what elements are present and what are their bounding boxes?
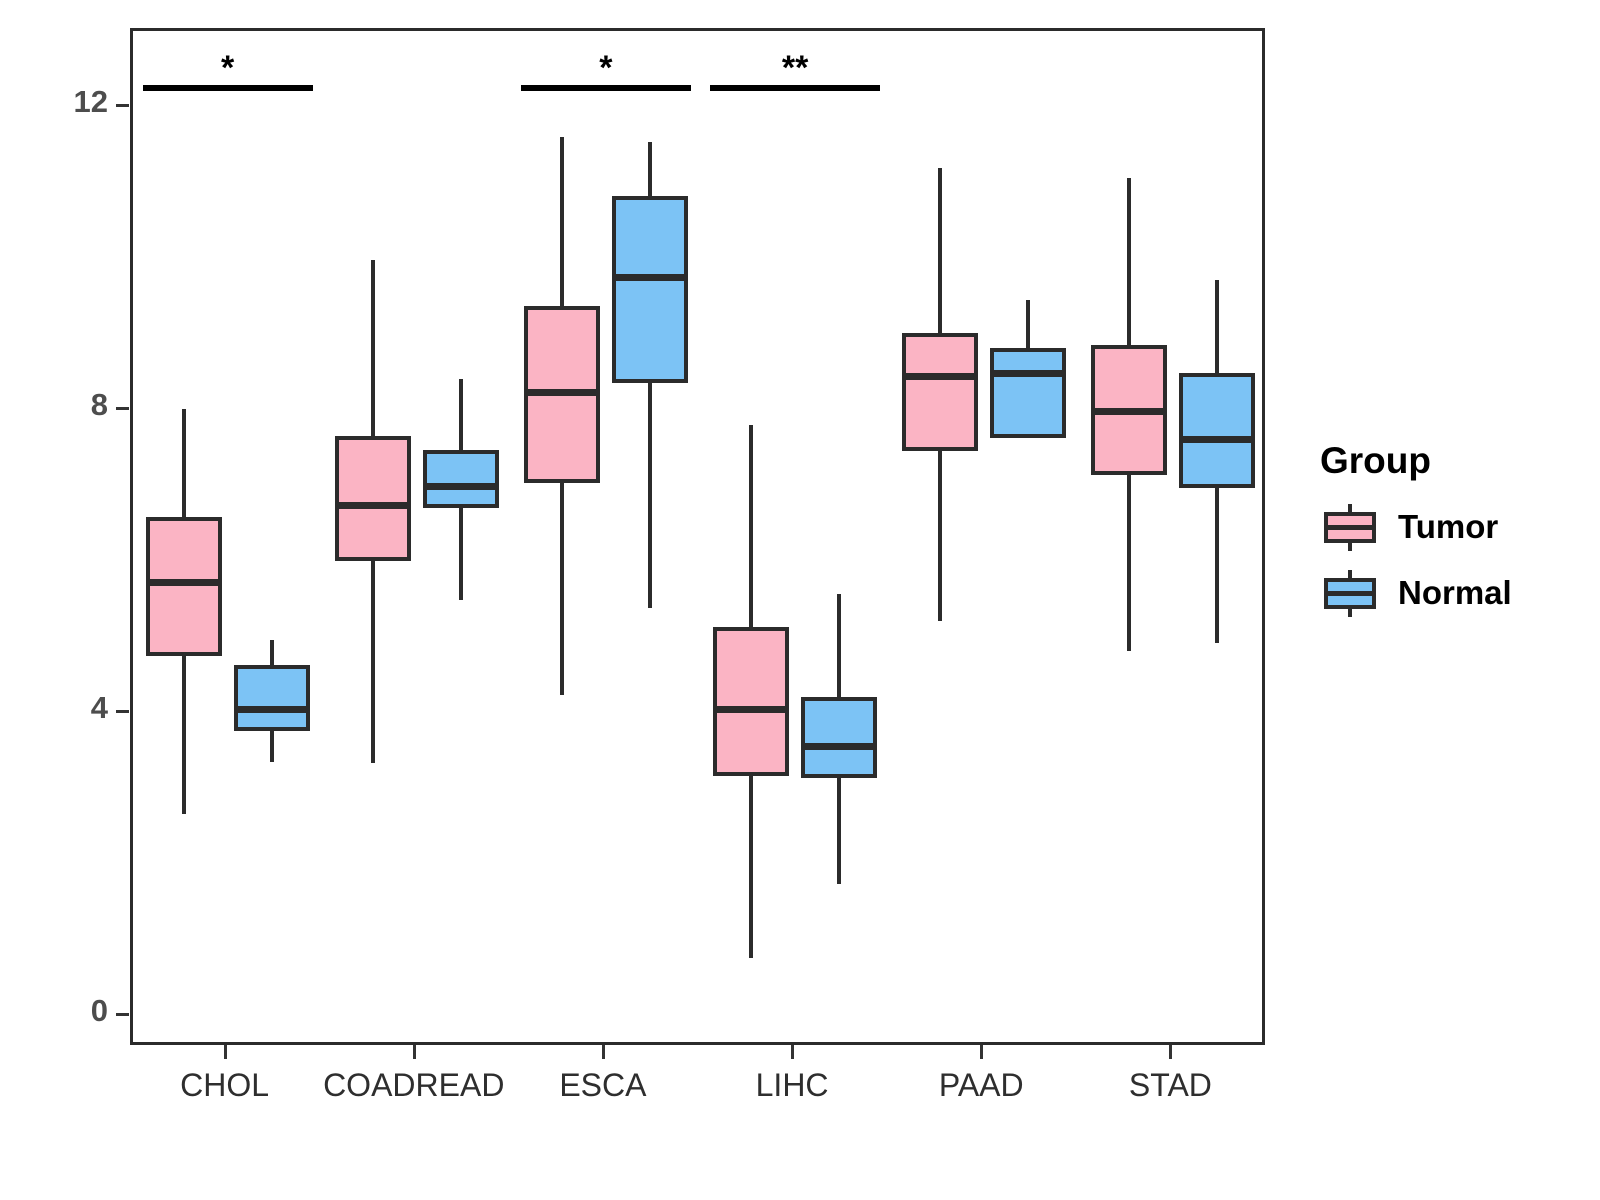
box-chol-tumor[interactable] [133,31,1262,1042]
box-rect [713,626,790,777]
legend-title: Group [1320,440,1431,481]
x-tick-mark [980,1045,984,1059]
legend-whisker-bottom-icon [1348,542,1352,551]
box-rect [334,435,411,561]
median-line [713,705,790,713]
significance-star-esca: * [599,49,613,88]
box-chol-normal[interactable] [133,31,1262,1042]
median-line [422,483,499,491]
box-coadread-tumor[interactable] [133,31,1262,1042]
box-lihc-tumor[interactable] [133,31,1262,1042]
box-rect [611,195,688,383]
y-tick-label: 8 [90,387,108,422]
legend: Group Tumor Normal [1318,440,1588,636]
legend-whisker-bottom-icon [1348,608,1352,617]
box-rect [1179,373,1256,489]
x-tick-mark [791,1045,795,1059]
box-coadread-normal[interactable] [133,31,1262,1042]
x-tick-label-esca: ESCA [559,1067,647,1103]
x-tick-mark [223,1045,227,1059]
legend-item-tumor[interactable]: Tumor [1318,504,1588,551]
legend-key-normal [1320,570,1380,617]
y-tick-mark [116,407,129,410]
significance-bar-esca [520,85,691,92]
x-tick-mark [1169,1045,1173,1059]
median-line [801,743,878,751]
legend-whisker-top-icon [1348,570,1352,579]
median-line [334,502,411,510]
median-line [1091,407,1168,415]
median-line [523,389,600,397]
legend-median-icon [1324,591,1376,596]
x-tick-label-chol: CHOL [180,1067,270,1103]
box-esca-tumor[interactable] [133,31,1262,1042]
box-rect [990,348,1067,439]
box-stad-normal[interactable] [133,31,1262,1042]
x-tick-label-stad: STAD [1128,1067,1212,1103]
legend-item-normal[interactable]: Normal [1318,570,1588,617]
y-tick-mark [116,1013,129,1016]
x-tick-mark [412,1045,416,1059]
median-line [611,274,688,282]
x-tick-label-lihc: LIHC [755,1067,829,1103]
median-line [1179,436,1256,444]
legend-whisker-top-icon [1348,504,1352,513]
box-stad-tumor[interactable] [133,31,1262,1042]
box-esca-normal[interactable] [133,31,1262,1042]
box-rect [801,697,878,779]
box-rect [422,450,499,508]
significance-bar-lihc [710,85,881,92]
y-tick-mark [116,104,129,107]
box-rect [902,332,979,452]
y-tick-label: 4 [90,690,108,725]
legend-key-tumor [1320,504,1380,551]
median-line [233,705,310,713]
x-tick-label-coadread: COADREAD [323,1067,505,1103]
x-tick-label-paad: PAAD [938,1067,1024,1103]
y-tick-label: 12 [73,84,108,119]
box-paad-normal[interactable] [133,31,1262,1042]
significance-bar-chol [142,85,313,92]
box-lihc-normal[interactable] [133,31,1262,1042]
significance-star-chol: * [220,49,235,88]
median-line [145,579,222,587]
significance-star-lihc: ** [781,49,809,88]
y-tick-mark [116,710,129,713]
legend-label-normal: Normal [1398,574,1512,611]
y-tick-label: 0 [90,993,108,1028]
legend-label-tumor: Tumor [1398,508,1499,545]
plot-panel: * * ** [130,28,1265,1045]
median-line [902,372,979,380]
x-tick-mark [601,1045,605,1059]
median-line [990,369,1067,377]
plot-area: * * ** [133,31,1262,1042]
legend-median-icon [1324,525,1376,530]
box-paad-tumor[interactable] [133,31,1262,1042]
box-rect [233,664,310,731]
